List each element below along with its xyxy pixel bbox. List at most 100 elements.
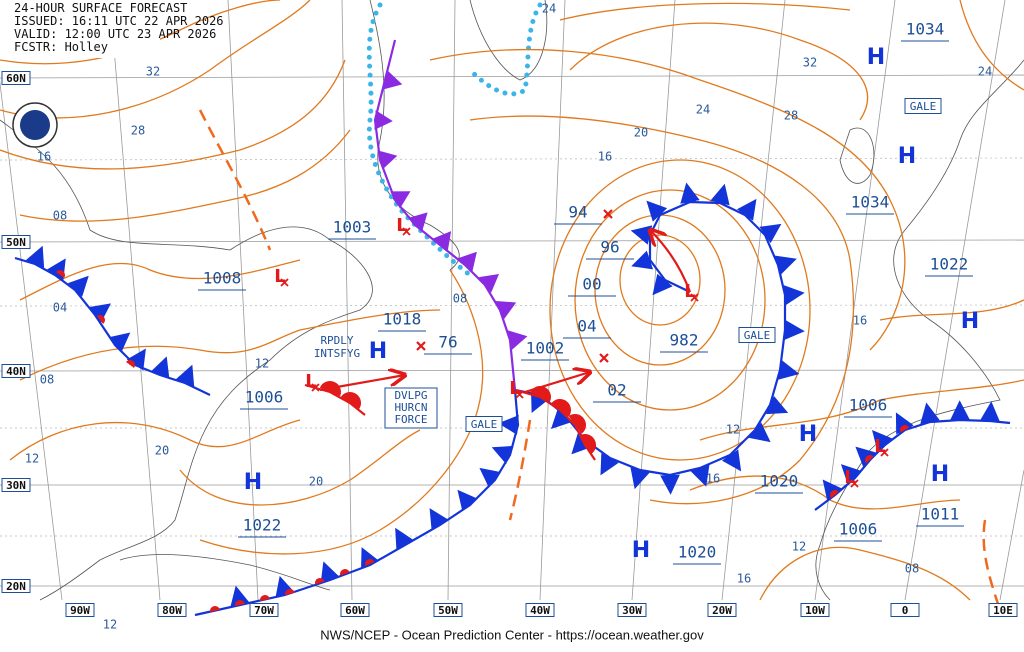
lat-label: 50N [6,236,26,249]
isobar-label: 28 [784,109,798,123]
pressure-label: 1022 [243,516,282,535]
low-center: L [684,281,695,302]
pressure-label: 1003 [333,218,372,237]
pressure-label: 1020 [760,472,799,491]
lon-label: 10W [805,604,825,617]
pressure-label: 1008 [203,269,242,288]
lat-label-box [1,71,31,85]
isobar-label: 32 [146,65,160,79]
lon-label: 30W [622,604,642,617]
isobar-label: 12 [726,423,740,437]
lat-label-box [1,579,31,593]
lat-label: 40N [6,365,26,378]
pressure-label: 1006 [245,388,284,407]
pressure-label: 96 [600,238,619,257]
pressure-label: 1011 [921,505,960,524]
lon-label-box [157,603,187,617]
high-center: H [867,45,885,70]
pressure-label: 1002 [526,339,565,358]
gale-label-box [904,98,942,114]
lon-label: 90W [70,604,90,617]
pressure-label: 1020 [678,543,717,562]
footer-box [0,622,1024,652]
low-x [850,479,859,488]
note: INTSFYG [314,347,360,360]
low-x [311,383,320,392]
track-arrows [319,209,692,394]
isobar-label: 20 [634,126,648,140]
lon-label: 20W [712,604,732,617]
lon-label-box [988,603,1018,617]
isobar-label: 24 [696,103,710,117]
gale-label: GALE [471,418,498,431]
lon-label-box [617,603,647,617]
isobar-label: 20 [155,444,169,458]
pressure-label: 94 [568,203,587,222]
labels: 60N 50N 40N 30N 20N 90W 80W 70W 60W 50W 40W 30W 20W 1… [1,2,1018,632]
isobar-label: 20 [309,475,323,489]
pressure-label: 1018 [383,310,422,329]
pressure-label: 1034 [851,193,890,212]
lat-label: 60N [6,72,26,85]
low-x [515,390,524,399]
isobar-label: 24 [978,65,992,79]
lon-label: 80W [162,604,182,617]
lat-label: 30N [6,479,26,492]
isobar-label: 12 [103,618,117,632]
lon-label-box [890,603,920,617]
isobar-label: 08 [40,373,54,387]
isobar-label: 12 [25,452,39,466]
lon-label-box [525,603,555,617]
lon-label-box [433,603,463,617]
isobar-label: 08 [453,292,467,306]
low-center: L [509,378,520,399]
lon-label: 60W [345,604,365,617]
header-line: ISSUED: 16:11 UTC 22 APR 2026 [14,14,224,28]
high-center: H [961,309,979,334]
high-center: H [244,470,262,495]
header-box [0,0,160,58]
fronts [14,39,1011,617]
high-center: H [799,422,817,447]
low-x [880,448,889,457]
pressure-label: 1006 [849,396,888,415]
note: HURCN [394,401,427,414]
low-center: L [274,266,285,287]
isobar-label: 32 [803,56,817,70]
low-center: L [396,215,407,236]
high-center: H [369,339,387,364]
isobar-label: 12 [792,540,806,554]
pressure-label: 1006 [839,520,878,539]
lon-label-box [800,603,830,617]
isobar-label: 24 [542,2,556,16]
gale-label-box [738,327,776,343]
lat-label-box [1,235,31,249]
pressure-label: 00 [582,275,601,294]
gale-label: GALE [910,100,937,113]
header-line: VALID: 12:00 UTC 23 APR 2026 [14,27,216,41]
footer: NWS/NCEP - Ocean Prediction Center - htt… [320,627,704,642]
lon-label: 50W [438,604,458,617]
lon-label: 0 [902,604,909,617]
isobar-label: 16 [706,472,720,486]
low-x [690,293,699,302]
lat-label: 20N [6,580,26,593]
isobar-label: 16 [737,572,751,586]
isobar-label: 16 [598,150,612,164]
isobar-label: 08 [53,209,67,223]
low-center: L [844,467,855,488]
pressure-label: 04 [577,317,596,336]
pressure-label: 982 [670,331,699,350]
low-x [280,278,289,287]
gale-label: GALE [744,329,771,342]
isobar-label: 12 [255,357,269,371]
lat-label-box [1,364,31,378]
high-center: H [931,462,949,487]
isobar-label: 28 [131,124,145,138]
header-line: FCSTR: Holley [14,40,108,54]
low-center: L [305,371,316,392]
lat-label-box [1,478,31,492]
isobar-label: 08 [905,562,919,576]
